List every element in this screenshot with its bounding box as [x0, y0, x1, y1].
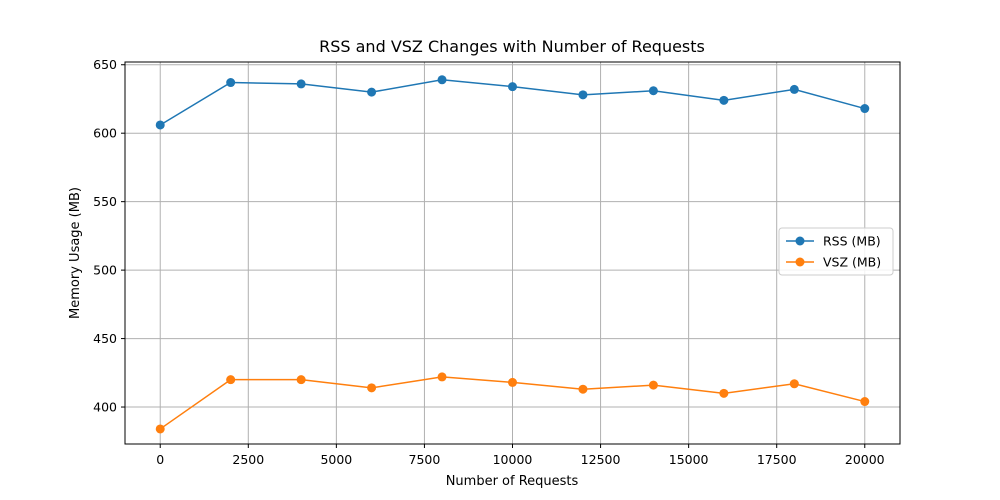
legend-item: RSS (MB) — [786, 234, 881, 249]
grid — [125, 62, 900, 444]
legend-marker — [795, 236, 805, 246]
data-point — [226, 375, 236, 385]
data-point — [367, 383, 377, 393]
legend-box — [778, 227, 894, 276]
data-point — [789, 84, 799, 94]
legend-label: RSS (MB) — [823, 234, 881, 249]
series-2 — [155, 372, 870, 434]
data-point — [719, 388, 729, 398]
legend: RSS (MB) VSZ (MB) — [778, 227, 894, 276]
data-point — [860, 397, 870, 407]
y-axis: 400 450 500 550 600 650 — [93, 57, 125, 415]
data-point — [296, 79, 306, 89]
chart-title: RSS and VSZ Changes with Number of Reque… — [319, 37, 705, 56]
x-axis: 0 2500 5000 7500 10000 12500 15000 17500 20000 — [156, 444, 885, 467]
data-point — [508, 377, 517, 387]
data-point — [648, 86, 658, 96]
data-point — [437, 372, 447, 382]
x-tick-label: 15000 — [669, 452, 709, 467]
series-layer — [155, 75, 870, 434]
x-tick-label: 7500 — [409, 452, 441, 467]
data-point — [648, 380, 658, 390]
data-point — [296, 375, 306, 385]
series-1 — [155, 75, 870, 130]
y-tick-label: 600 — [93, 126, 117, 141]
x-tick-label: 12500 — [581, 452, 621, 467]
y-tick-label: 650 — [93, 57, 117, 72]
x-tick-label: 2500 — [232, 452, 264, 467]
y-tick-label: 450 — [93, 331, 117, 346]
y-tick-label: 400 — [93, 400, 117, 415]
data-point — [789, 379, 799, 389]
data-point — [578, 384, 588, 394]
x-tick-label: 0 — [156, 452, 164, 467]
data-point — [226, 78, 236, 88]
data-point — [860, 104, 870, 114]
legend-marker — [795, 257, 805, 267]
x-tick-label: 5000 — [320, 452, 352, 467]
data-point — [578, 90, 588, 100]
y-tick-label: 500 — [93, 263, 117, 278]
x-axis-label: Number of Requests — [446, 474, 579, 489]
x-tick-label: 10000 — [493, 452, 533, 467]
data-point — [719, 95, 729, 105]
data-point — [155, 424, 165, 434]
x-tick-label: 20000 — [845, 452, 885, 467]
data-point — [437, 75, 447, 85]
data-point — [508, 82, 517, 92]
y-axis-label: Memory Usage (MB) — [68, 187, 83, 319]
y-tick-label: 550 — [93, 194, 117, 209]
x-tick-label: 17500 — [757, 452, 797, 467]
data-point — [155, 120, 165, 130]
legend-label: VSZ (MB) — [823, 255, 881, 270]
data-point — [367, 87, 377, 97]
legend-item: VSZ (MB) — [786, 255, 881, 270]
